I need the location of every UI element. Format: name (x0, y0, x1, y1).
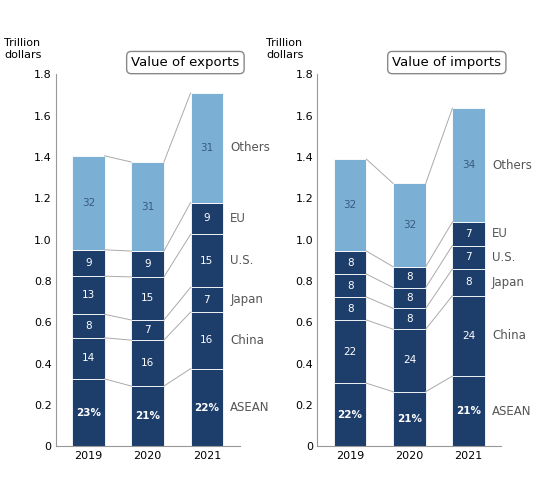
Bar (452, 108, 485, 222)
Bar (131, 277, 164, 320)
Text: China: China (231, 334, 264, 347)
Text: 8: 8 (347, 257, 353, 267)
Text: U.S.: U.S. (231, 254, 253, 267)
Bar (393, 288, 426, 309)
Bar (452, 376, 485, 446)
Bar (393, 184, 426, 267)
Text: 21%: 21% (135, 411, 160, 421)
Bar (72, 156, 105, 250)
Text: 7: 7 (144, 325, 151, 335)
Text: 31: 31 (201, 143, 213, 153)
Text: 9: 9 (85, 258, 91, 268)
Text: Trillion
dollars: Trillion dollars (266, 38, 304, 60)
Text: 8: 8 (347, 304, 353, 313)
Text: 16: 16 (201, 335, 213, 345)
Bar (334, 274, 367, 297)
Bar (190, 369, 223, 446)
Bar (334, 251, 367, 274)
Text: 8: 8 (347, 281, 353, 291)
Bar (334, 297, 367, 320)
Bar (131, 340, 164, 386)
Text: Others: Others (492, 159, 532, 172)
Bar (334, 320, 367, 383)
Text: 16: 16 (141, 358, 154, 368)
Text: 7: 7 (466, 252, 472, 262)
Text: EU: EU (492, 227, 508, 240)
Text: 22%: 22% (338, 410, 363, 420)
Bar (393, 267, 426, 288)
Bar (452, 222, 485, 246)
Bar (393, 329, 426, 392)
Text: 7: 7 (466, 229, 472, 239)
Text: 31: 31 (141, 201, 154, 211)
Text: 21%: 21% (456, 406, 481, 416)
Text: 22%: 22% (194, 403, 219, 413)
Text: 24: 24 (403, 356, 416, 366)
Text: 21%: 21% (397, 414, 422, 424)
Bar (131, 162, 164, 251)
Text: 8: 8 (406, 293, 413, 303)
Bar (131, 386, 164, 446)
Bar (190, 202, 223, 235)
Text: Trillion
dollars: Trillion dollars (4, 38, 42, 60)
Text: ASEAN: ASEAN (492, 405, 531, 418)
Text: China: China (492, 329, 526, 342)
Text: 24: 24 (462, 331, 475, 341)
Bar (131, 251, 164, 277)
Text: 34: 34 (462, 160, 475, 170)
Text: 8: 8 (406, 314, 413, 324)
Bar (334, 383, 367, 446)
Text: Value of exports: Value of exports (131, 56, 240, 69)
Bar (190, 312, 223, 369)
Text: 8: 8 (466, 277, 472, 287)
Text: 9: 9 (204, 213, 210, 224)
Bar (452, 296, 485, 376)
Bar (190, 235, 223, 287)
Text: U.S.: U.S. (492, 251, 515, 264)
Text: 32: 32 (344, 200, 356, 210)
Bar (72, 338, 105, 379)
Bar (72, 250, 105, 276)
Text: 7: 7 (204, 295, 210, 305)
Text: 8: 8 (406, 272, 413, 282)
Bar (190, 287, 223, 312)
Text: ASEAN: ASEAN (231, 401, 270, 414)
Bar (393, 309, 426, 329)
Bar (72, 314, 105, 338)
Text: 9: 9 (144, 259, 151, 269)
Bar (452, 246, 485, 269)
Bar (72, 276, 105, 314)
Bar (131, 320, 164, 340)
Text: Japan: Japan (231, 293, 263, 306)
Bar (72, 379, 105, 446)
Text: 32: 32 (403, 220, 416, 230)
Text: 14: 14 (82, 353, 95, 364)
Bar (452, 269, 485, 296)
Text: 23%: 23% (76, 408, 101, 418)
Bar (190, 93, 223, 202)
Text: 15: 15 (201, 256, 213, 266)
Text: 32: 32 (82, 198, 95, 208)
Text: EU: EU (231, 212, 246, 225)
Bar (393, 392, 426, 446)
Bar (334, 159, 367, 251)
Text: 13: 13 (82, 290, 95, 300)
Text: 22: 22 (344, 347, 356, 357)
Text: Value of imports: Value of imports (392, 56, 501, 69)
Text: Others: Others (231, 141, 270, 154)
Text: Japan: Japan (492, 276, 525, 289)
Text: 15: 15 (141, 294, 154, 304)
Text: 8: 8 (85, 321, 91, 331)
